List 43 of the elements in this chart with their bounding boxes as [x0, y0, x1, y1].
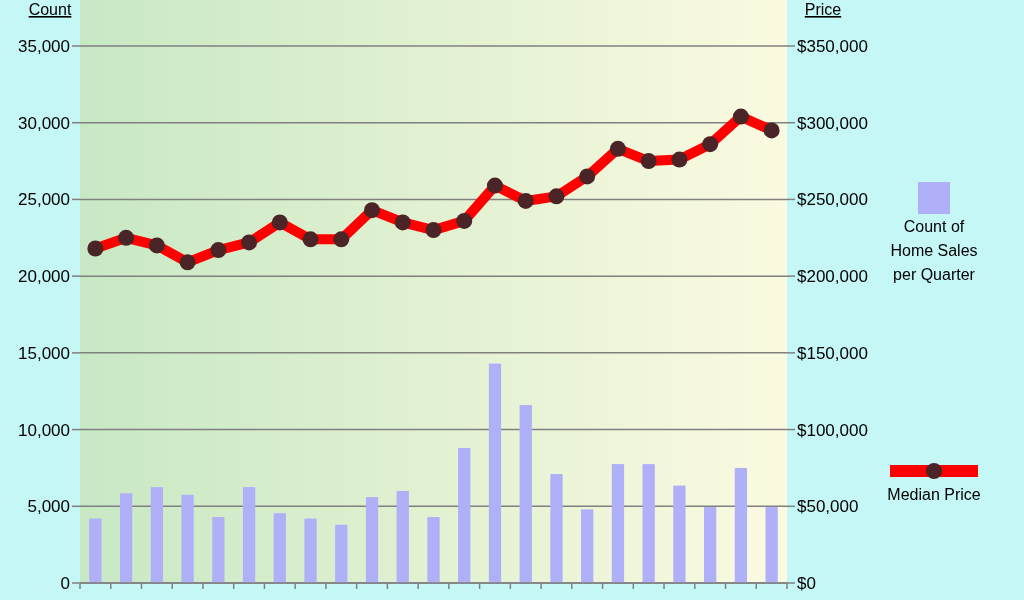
bar	[304, 518, 317, 583]
legend-label: Median Price	[887, 486, 981, 503]
y-axis-title: Count	[28, 1, 72, 18]
y2-tick-label: $300,000	[797, 113, 868, 133]
y2-tick-label: $350,000	[797, 36, 868, 56]
bar	[734, 467, 748, 583]
bar	[242, 487, 256, 583]
y2-tick-label: $50,000	[797, 497, 859, 517]
y-tick-label: 20,000	[18, 267, 70, 287]
y-tick-label: 30,000	[18, 113, 70, 133]
bar	[150, 487, 163, 583]
y-tick-label: 5,000	[27, 497, 70, 517]
bar	[765, 507, 778, 583]
bar	[273, 513, 286, 583]
y2-tick-label: $0	[797, 573, 816, 593]
bar	[704, 507, 717, 583]
bar	[335, 524, 348, 583]
bar	[458, 447, 471, 583]
bar	[642, 464, 655, 583]
y2-tick-label: $150,000	[797, 343, 868, 363]
bar	[488, 363, 502, 583]
bar	[212, 517, 225, 583]
y2-tick-label: $200,000	[797, 267, 868, 287]
bar	[119, 493, 133, 583]
bar	[519, 405, 532, 583]
y2-axis-title: Price	[804, 1, 842, 18]
bar	[181, 494, 194, 583]
bar	[673, 485, 686, 583]
bar	[365, 497, 379, 583]
y2-tick-label: $100,000	[797, 420, 868, 440]
bar	[550, 474, 563, 583]
y-tick-label: 15,000	[18, 343, 70, 363]
bar	[89, 518, 102, 583]
y-tick-label: 25,000	[18, 190, 70, 210]
y2-tick-label: $250,000	[797, 190, 868, 210]
y-tick-label: 0	[60, 573, 70, 593]
bar	[427, 517, 440, 583]
bar	[396, 490, 409, 583]
y-tick-label: 10,000	[18, 420, 70, 440]
bar	[581, 509, 594, 583]
y-tick-label: 35,000	[18, 36, 70, 56]
legend-label: Count of Home Sales per Quarter	[890, 218, 978, 283]
bar	[611, 464, 625, 583]
